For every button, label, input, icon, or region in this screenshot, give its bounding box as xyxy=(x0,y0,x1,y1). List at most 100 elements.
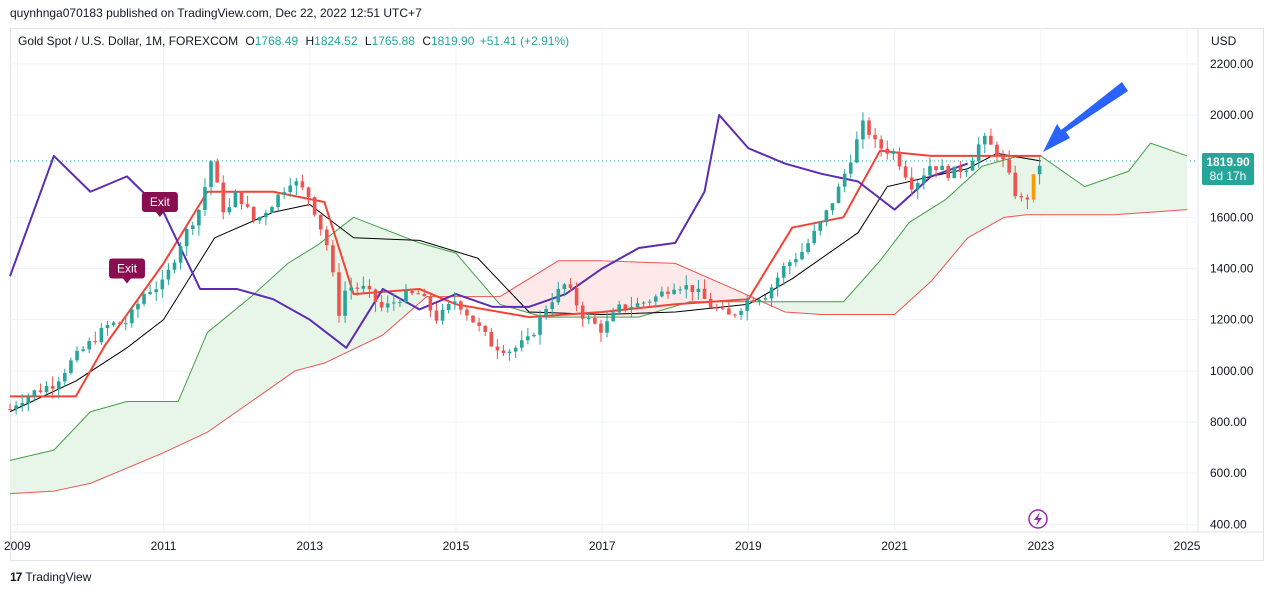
exit-flag-pointer xyxy=(155,211,164,217)
candle-body xyxy=(550,302,555,309)
candle-body xyxy=(251,206,256,221)
candle-body xyxy=(526,336,530,341)
candle-body xyxy=(842,173,847,187)
candle-body xyxy=(982,135,987,145)
chart-frame xyxy=(10,28,1264,561)
candle-body xyxy=(172,262,177,270)
candle-body xyxy=(696,288,701,293)
candle-body xyxy=(428,296,433,311)
candle-body xyxy=(684,285,689,290)
price-axis[interactable]: USD 2200.002000.001800.001600.001400.001… xyxy=(1210,34,1254,531)
candle-body xyxy=(227,207,232,213)
candle-body xyxy=(56,381,61,389)
candle-body xyxy=(629,306,634,309)
candle-body xyxy=(38,390,43,392)
candle-body xyxy=(611,312,615,322)
candle-body xyxy=(392,302,396,304)
candle-body xyxy=(123,323,128,325)
candle-body xyxy=(538,316,542,335)
candle-body xyxy=(197,209,201,226)
candle-body xyxy=(20,403,24,406)
candle-body xyxy=(1031,174,1036,200)
low-label: L xyxy=(364,34,372,48)
candle-body xyxy=(806,243,810,253)
candle-body xyxy=(635,303,640,307)
candle-body xyxy=(404,290,408,303)
candle-body xyxy=(532,334,536,337)
candle-body xyxy=(142,294,146,304)
currency-label: USD xyxy=(1211,34,1237,48)
y-tick-label: 600.00 xyxy=(1210,466,1247,480)
y-tick-label: 1200.00 xyxy=(1210,313,1254,327)
exit-label: Exit xyxy=(117,261,138,275)
candle-body xyxy=(708,298,713,308)
candle-body xyxy=(385,303,390,308)
candle-body xyxy=(257,217,262,221)
candle-body xyxy=(50,386,55,389)
candle-body xyxy=(794,259,798,263)
candle-body xyxy=(148,292,152,295)
x-tick-label: 2019 xyxy=(735,539,762,553)
y-tick-label: 1400.00 xyxy=(1210,261,1254,275)
annotation-arrow[interactable] xyxy=(1043,82,1128,152)
candle-body xyxy=(398,302,402,304)
candle-body xyxy=(751,300,756,303)
candle-body xyxy=(489,331,494,347)
x-tick-label: 2023 xyxy=(1027,539,1054,553)
candle-body xyxy=(160,279,165,290)
candle-body xyxy=(946,165,951,179)
candle-body xyxy=(775,277,780,288)
candle-body xyxy=(867,120,871,135)
candle-body xyxy=(690,285,695,293)
candle-body xyxy=(93,341,98,343)
candle-body xyxy=(459,301,463,310)
candle-body xyxy=(331,245,335,273)
candle-body xyxy=(812,230,816,244)
candle-body xyxy=(373,289,378,302)
candle-body xyxy=(593,318,597,324)
candle-body xyxy=(934,166,938,171)
candle-body xyxy=(757,299,762,303)
candle-body xyxy=(471,315,475,323)
candle-body xyxy=(800,252,804,260)
exit-flag-pointer xyxy=(122,278,131,284)
candle-body xyxy=(136,303,140,310)
candle-body xyxy=(848,162,853,174)
exit-signal: Exit xyxy=(141,191,178,217)
candle-body xyxy=(617,304,622,313)
flash-icon[interactable] xyxy=(1028,509,1048,529)
time-axis[interactable]: 2009 2011 2013 2015 2017 2019 2021 2023 2025 xyxy=(4,539,1201,553)
symbol-title[interactable]: Gold Spot / U.S. Dollar, 1M, FOREXCOM xyxy=(18,34,239,48)
candle-body xyxy=(8,409,12,411)
y-tick-label: 1600.00 xyxy=(1210,210,1254,224)
candles xyxy=(8,112,1042,415)
candle-body xyxy=(873,134,877,140)
candle-body xyxy=(605,321,609,333)
candle-body xyxy=(288,185,293,193)
candle-body xyxy=(367,285,372,290)
candle-body xyxy=(337,272,341,316)
cloud-region xyxy=(763,155,1041,315)
candle-body xyxy=(233,191,238,208)
candle-body xyxy=(501,350,506,354)
candle-body xyxy=(922,175,926,184)
candle-body xyxy=(422,293,427,297)
candle-body xyxy=(63,372,67,382)
candle-body xyxy=(995,144,999,157)
candle-body xyxy=(599,323,603,333)
exit-signal: Exit xyxy=(108,258,145,284)
candle-body xyxy=(915,183,920,190)
candle-body xyxy=(952,166,957,179)
candle-body xyxy=(379,301,384,308)
candle-body xyxy=(727,308,731,315)
cloud-region-future xyxy=(1040,143,1188,215)
candle-body xyxy=(855,139,859,163)
candle-body xyxy=(830,203,835,211)
candle-body xyxy=(964,170,969,173)
candle-body xyxy=(660,291,664,297)
candle-body xyxy=(836,186,841,204)
last-price-label: 1819.90 8d 17h xyxy=(1202,153,1254,186)
candle-body xyxy=(14,405,18,410)
candle-body xyxy=(294,181,299,186)
